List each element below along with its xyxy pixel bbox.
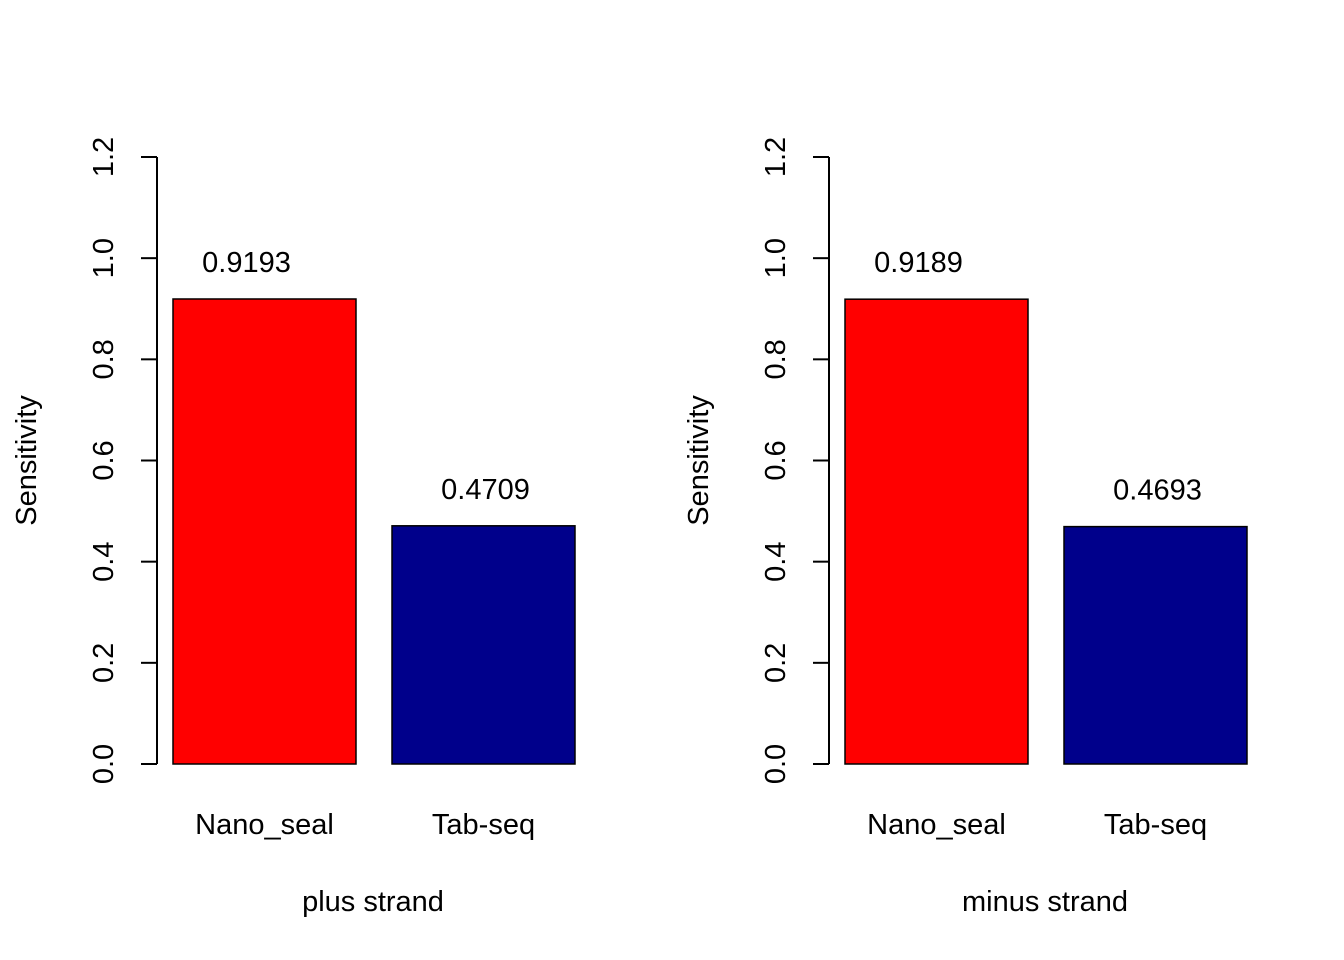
- bar-tab-seq: [1063, 525, 1248, 765]
- data-label: 0.4693: [1113, 475, 1202, 507]
- x-axis-title: plus strand: [302, 886, 444, 918]
- chart-panel-2: 0.0 0.2 0.4 0.6 0.8 1.0 1.2 Sensitivity 0.9189 Na…: [683, 137, 1248, 918]
- y-tick-label: 0.6: [88, 440, 120, 480]
- bar-tab-seq: [391, 525, 576, 765]
- y-tick-label: 1.2: [760, 137, 792, 177]
- category-label: Tab-seq: [1104, 809, 1207, 841]
- y-tick-label: 0.0: [760, 744, 792, 784]
- data-label: 0.4709: [441, 474, 530, 506]
- category-label: Tab-seq: [432, 809, 535, 841]
- y-tick-label: 0.0: [88, 744, 120, 784]
- data-label: 0.9193: [202, 247, 291, 279]
- y-tick-label: 0.2: [88, 643, 120, 683]
- y-tick-label: 0.4: [760, 542, 792, 582]
- y-tick-label: 0.4: [88, 542, 120, 582]
- y-tick-label: 0.2: [760, 643, 792, 683]
- y-tick-label: 1.2: [88, 137, 120, 177]
- y-tick-label: 0.8: [760, 339, 792, 379]
- y-tick-label: 1.0: [760, 238, 792, 278]
- y-axis-title: Sensitivity: [11, 395, 43, 526]
- bar-nano-seal: [172, 298, 357, 765]
- data-label: 0.9189: [874, 247, 963, 279]
- category-label: Nano_seal: [867, 809, 1006, 841]
- category-label: Nano_seal: [195, 809, 334, 841]
- y-tick-label: 0.6: [760, 440, 792, 480]
- y-tick-label: 1.0: [88, 238, 120, 278]
- y-tick-label: 0.8: [88, 339, 120, 379]
- y-axis-title: Sensitivity: [683, 395, 715, 526]
- x-axis-title: minus strand: [962, 886, 1128, 918]
- chart-panel-1: 0.0 0.2 0.4 0.6 0.8 1.0 1.2 Sensitivity 0.9193 Na…: [11, 137, 576, 918]
- bar-nano-seal: [844, 298, 1029, 765]
